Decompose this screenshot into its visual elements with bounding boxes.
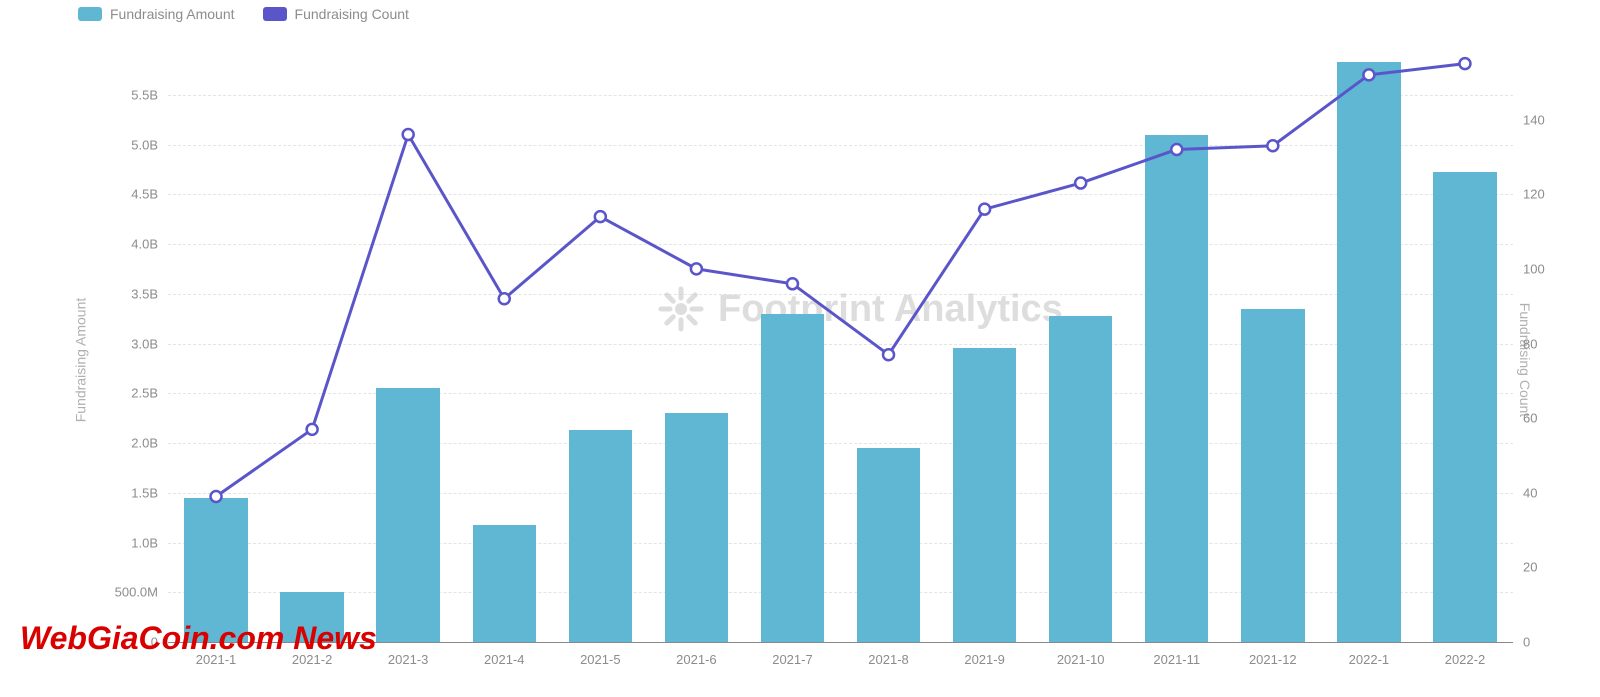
y-left-tick-label: 1.0B (131, 535, 168, 550)
x-tick-label: 2021-11 (1153, 642, 1200, 667)
line-marker[interactable] (1171, 144, 1182, 155)
x-tick-label: 2022-2 (1445, 642, 1485, 667)
line-marker[interactable] (1363, 69, 1374, 80)
x-tick-label: 2021-7 (772, 642, 812, 667)
legend-label-count: Fundraising Count (295, 6, 409, 22)
line-marker[interactable] (1267, 140, 1278, 151)
y-right-tick-label: 140 (1513, 112, 1545, 127)
y-left-tick-label: 4.5B (131, 187, 168, 202)
y-left-tick-label: 500.0M (115, 585, 168, 600)
y-right-tick-label: 100 (1513, 261, 1545, 276)
legend: Fundraising Amount Fundraising Count (78, 6, 409, 22)
y-right-tick-label: 40 (1513, 485, 1537, 500)
y-left-tick-label: 2.0B (131, 436, 168, 451)
line-marker[interactable] (883, 349, 894, 360)
x-tick-label: 2021-6 (676, 642, 716, 667)
x-tick-label: 2021-10 (1057, 642, 1105, 667)
x-tick-label: 2021-4 (484, 642, 524, 667)
chart-root: Fundraising Amount Fundraising Count Fun… (0, 0, 1600, 697)
line-marker[interactable] (595, 211, 606, 222)
y-left-tick-label: 2.5B (131, 386, 168, 401)
y-left-tick-label: 5.0B (131, 137, 168, 152)
y-right-axis-title: Fundraising Count (1517, 303, 1533, 417)
line-series (168, 45, 1513, 642)
overlay-branding-text: WebGiaCoin.com News (20, 620, 377, 657)
legend-item-count[interactable]: Fundraising Count (263, 6, 409, 22)
y-left-tick-label: 1.5B (131, 485, 168, 500)
legend-item-amount[interactable]: Fundraising Amount (78, 6, 235, 22)
line-marker[interactable] (403, 129, 414, 140)
legend-swatch-count (263, 7, 287, 21)
legend-swatch-amount (78, 7, 102, 21)
legend-label-amount: Fundraising Amount (110, 6, 235, 22)
y-left-tick-label: 5.5B (131, 87, 168, 102)
y-right-tick-label: 0 (1513, 635, 1530, 650)
line-marker[interactable] (1459, 58, 1470, 69)
plot-area: 0500.0M1.0B1.5B2.0B2.5B3.0B3.5B4.0B4.5B5… (168, 45, 1513, 642)
line-marker[interactable] (307, 424, 318, 435)
x-tick-label: 2021-5 (580, 642, 620, 667)
y-left-tick-label: 4.0B (131, 237, 168, 252)
line-marker[interactable] (787, 278, 798, 289)
y-right-tick-label: 60 (1513, 411, 1537, 426)
x-tick-label: 2021-3 (388, 642, 428, 667)
x-tick-label: 2022-1 (1349, 642, 1389, 667)
y-right-tick-label: 20 (1513, 560, 1537, 575)
x-tick-label: 2021-9 (964, 642, 1004, 667)
y-right-tick-label: 80 (1513, 336, 1537, 351)
line-marker[interactable] (1075, 178, 1086, 189)
y-left-tick-label: 3.0B (131, 336, 168, 351)
x-tick-label: 2021-8 (868, 642, 908, 667)
line-marker[interactable] (691, 263, 702, 274)
line-marker[interactable] (211, 491, 222, 502)
line-marker[interactable] (979, 204, 990, 215)
line-marker[interactable] (499, 293, 510, 304)
chart-area: Fundraising Amount Fundraising Count 050… (0, 30, 1600, 690)
y-left-tick-label: 3.5B (131, 286, 168, 301)
y-right-tick-label: 120 (1513, 187, 1545, 202)
x-tick-label: 2021-12 (1249, 642, 1297, 667)
y-left-axis-title: Fundraising Amount (72, 298, 88, 423)
